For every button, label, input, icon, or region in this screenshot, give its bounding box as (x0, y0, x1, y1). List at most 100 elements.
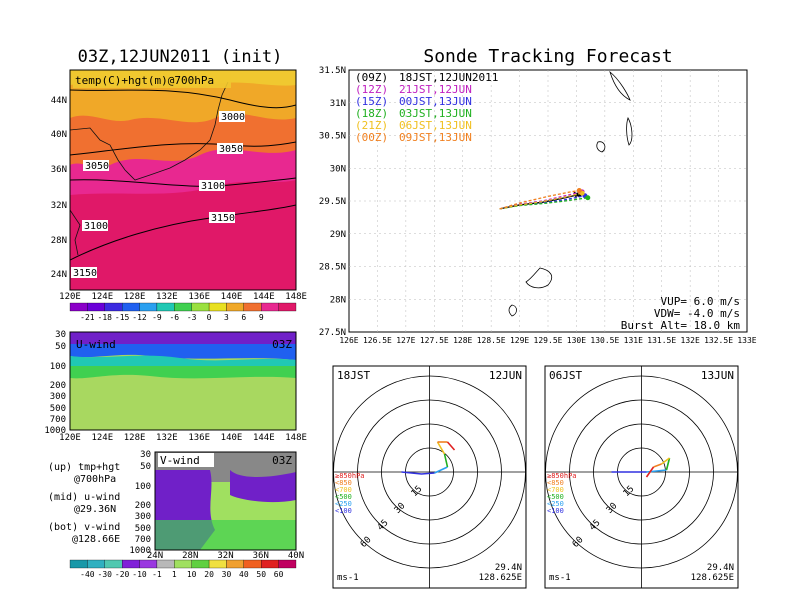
legend-mid-sub: @29.36N (74, 504, 116, 515)
legend-jst: 00JST,13JUN (399, 95, 472, 108)
contour-label-bg (199, 180, 225, 191)
colorbar-label: -10 (132, 570, 147, 579)
island (609, 70, 631, 101)
track-line (499, 191, 583, 210)
lat-tick-label: 29.5N (319, 197, 346, 207)
level-label: <500 (335, 493, 352, 501)
colorbar-swatch (226, 559, 244, 569)
hodograph-trace (443, 453, 449, 468)
colorbar-label: 60 (274, 570, 284, 579)
contour-label: 3100 (201, 181, 225, 192)
lon-tick-label: 130E (567, 336, 586, 345)
right-title: Sonde Tracking Forecast (423, 46, 672, 67)
pressure-tick-label: 30 (140, 450, 151, 460)
hodograph-date: 12JUN (489, 369, 522, 382)
legend-utc: (00Z) (355, 131, 388, 144)
track-line (499, 195, 586, 210)
pressure-tick-label: 100 (50, 362, 66, 372)
map-lat-ticks: 44N 40N 36N 32N 28N 24N (51, 96, 67, 280)
lon-tick-label: 124E (91, 292, 113, 302)
contour-label: 3000 (221, 112, 245, 123)
contour-label-bg (217, 143, 243, 154)
colorbar-swatch (208, 302, 227, 312)
map-label-bg (73, 72, 231, 88)
pressure-tick-label: 1000 (44, 426, 66, 436)
lon-tick-label: 131E (624, 336, 643, 345)
param-burst: Burst Alt= 18.0 km (621, 319, 741, 332)
colorbar-swatch (174, 559, 192, 569)
lon-tick-label: 127E (396, 336, 415, 345)
pressure-tick-label: 50 (140, 462, 151, 472)
colorbar-swatch (139, 302, 158, 312)
pressure-tick-label: 500 (50, 404, 66, 414)
lat-tick-label: 36N (51, 165, 67, 175)
level-label: <500 (547, 493, 564, 501)
uwind-lon-ticks: 120E 124E 128E 132E 136E 140E 144E 148E (59, 433, 307, 443)
legend-jst: 09JST,13JUN (399, 131, 472, 144)
pressure-tick-label: 200 (135, 501, 151, 511)
level-label: <250 (335, 500, 352, 508)
lat-tick-label: 32N (217, 551, 233, 561)
lon-tick-label: 120E (59, 292, 81, 302)
level-label: <100 (335, 507, 352, 515)
hodograph-date: 13JUN (701, 369, 734, 382)
pressure-tick-label: 500 (135, 524, 151, 534)
contour-3000 (70, 89, 296, 109)
coastline-china (70, 209, 81, 256)
legend-utc: (12Z) (355, 83, 388, 96)
colorbar-swatch (104, 559, 123, 569)
lat-tick-label: 27.5N (319, 328, 346, 338)
colorbar-label: -30 (98, 570, 113, 579)
vwind-frame (154, 451, 297, 551)
contour-label: 3150 (73, 268, 97, 279)
lat-tick-label: 24N (147, 551, 163, 561)
contour-3150 (70, 204, 296, 261)
legend-utc: (21Z) (355, 119, 388, 132)
colorbar-swatch (226, 302, 244, 312)
level-label: ≥850hPa (335, 472, 365, 480)
hodograph-trace (653, 463, 662, 468)
lon-tick-label: 129E (510, 336, 529, 345)
colorbar-swatch (87, 302, 105, 312)
map-label: temp(C)+hgt(m)@700hPa (75, 74, 214, 87)
colorbar-swatch (191, 302, 210, 312)
legend-utc: (15Z) (355, 95, 388, 108)
hodograph-18jst: 18JST 12JUN29.4N128.625Ems-115304560≥850h… (332, 365, 527, 589)
lon-tick-label: 128E (124, 292, 146, 302)
colorbar-label: -15 (115, 313, 130, 322)
lon-tick-label: 132E (156, 292, 178, 302)
temp-colorbar: -21 -18 -15 -12 -9 -6 -3 0 3 6 9 (69, 302, 297, 322)
island (508, 304, 517, 317)
map-frame (69, 69, 297, 291)
lon-tick-label: 132E (156, 433, 178, 443)
lat-tick-label: 31.5N (319, 66, 346, 76)
lat-tick-label: 28N (182, 551, 198, 561)
level-label: <700 (335, 486, 352, 494)
colorbar-label: 0 (207, 313, 212, 322)
legend-bot-sub: @128.66E (72, 534, 120, 545)
colorbar-label: 30 (222, 570, 232, 579)
vwind-label-bg (158, 453, 214, 467)
hodograph-unit: ms-1 (549, 573, 571, 583)
pressure-tick-label: 100 (135, 482, 151, 492)
param-vup: VUP= 6.0 m/s (661, 295, 740, 308)
legend-mid: (mid) u-wind (48, 492, 120, 503)
level-label: <850 (335, 479, 352, 487)
contour-3050 (70, 141, 296, 156)
hodograph-06jst: 06JST 13JUN29.4N128.625Ems-115304560≥850h… (544, 365, 739, 589)
left-title: 03Z,12JUN2011 (init) (78, 47, 283, 67)
track-params: VUP= 6.0 m/s VDW= -4.0 m/s Burst Alt= 18… (621, 295, 741, 332)
colorbar-swatch (139, 559, 158, 569)
lat-tick-label: 28.5N (319, 263, 346, 273)
vwind-colorbar: -40 -30 -20 -10 -1 1 10 20 30 40 50 60 (69, 559, 297, 579)
uwind-fill-green (70, 366, 296, 379)
hodograph-trace (665, 457, 671, 471)
pressure-tick-label: 300 (135, 512, 151, 522)
lon-tick-label: 148E (285, 433, 307, 443)
pressure-tick-label: 1000 (129, 546, 151, 556)
